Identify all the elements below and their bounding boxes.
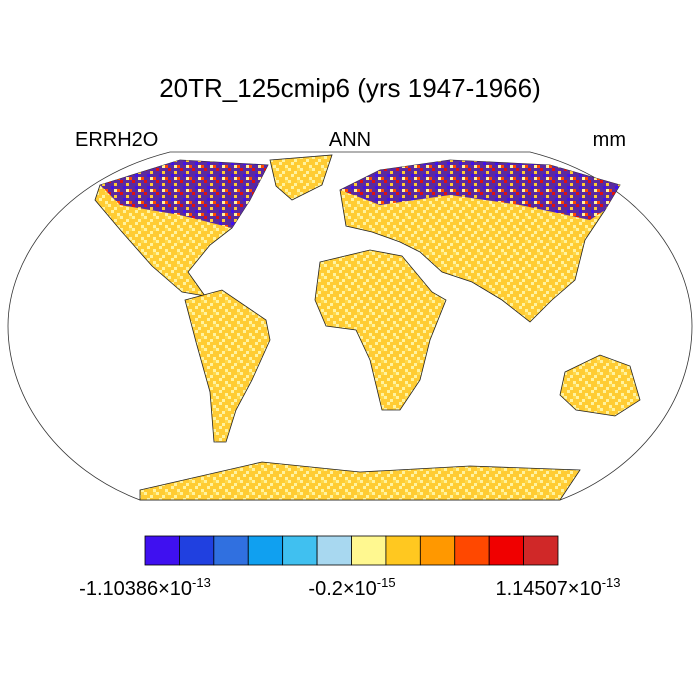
left-label: ERRH2O <box>75 129 158 151</box>
colorbar-label: -1.10386×10-13 <box>79 575 211 600</box>
colorbar-box <box>419 535 456 566</box>
colorbar <box>144 535 559 566</box>
colorbar-box <box>213 535 249 566</box>
label-base: -1.10386×10 <box>79 578 192 600</box>
map <box>7 151 693 501</box>
colorbar-label: 1.14507×10-13 <box>495 575 620 600</box>
greenland <box>269 154 333 201</box>
colorbar-box <box>385 535 421 566</box>
colorbar-box <box>488 535 524 566</box>
label-base: -0.2×10 <box>308 578 376 600</box>
center-label: ANN <box>329 129 371 151</box>
label-exponent: -13 <box>192 575 211 590</box>
map-title: 20TR_125cmip6 (yrs 1947-1966) <box>159 73 541 103</box>
colorbar-label: -0.2×10-15 <box>308 575 395 600</box>
colorbar-box <box>282 535 318 566</box>
colorbar-box <box>316 535 352 566</box>
australia <box>559 354 641 417</box>
label-base: 1.14507×10 <box>495 578 601 600</box>
colorbar-box <box>351 535 387 566</box>
right-label: mm <box>593 129 626 151</box>
antarctica <box>139 461 581 501</box>
colorbar-box <box>247 535 284 566</box>
colorbar-box <box>144 535 180 566</box>
africa <box>314 249 447 411</box>
colorbar-box <box>454 535 490 566</box>
label-exponent: -15 <box>377 575 396 590</box>
south-america <box>184 289 271 443</box>
label-exponent: -13 <box>602 575 621 590</box>
colorbar-box <box>523 535 559 566</box>
colorbar-box <box>179 535 215 566</box>
